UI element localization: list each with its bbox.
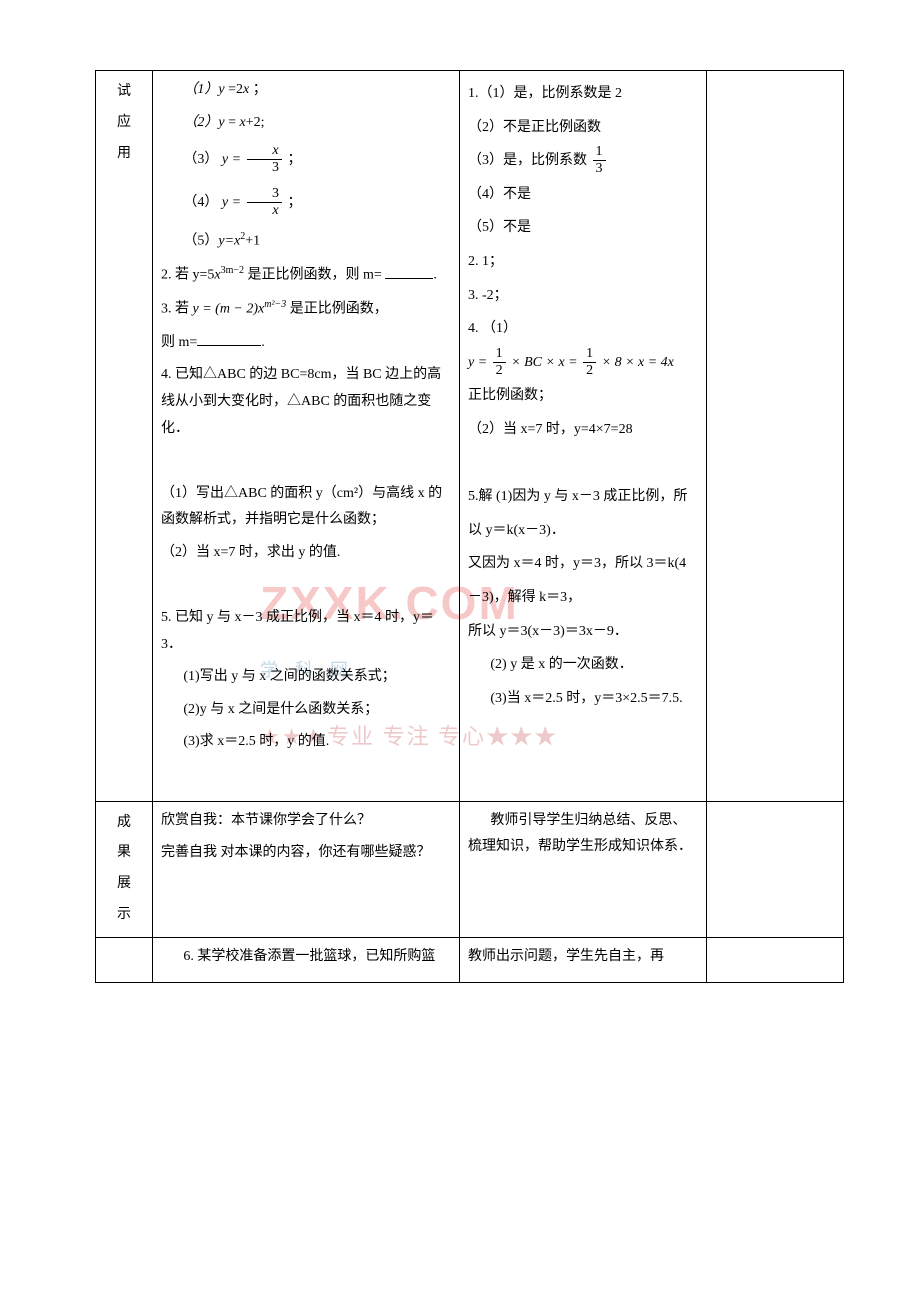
a4-2: （2）当 x=7 时，y=4×7=28 xyxy=(468,413,698,447)
q4-1: （1）写出△ABC 的面积 y（cm²）与高线 x 的函数解析式，并指明它是什么… xyxy=(161,481,451,534)
a3: 3. -2； xyxy=(468,279,698,313)
notes-cell xyxy=(707,71,844,802)
reflect-1: 欣赏自我：本节课你学会了什么？ xyxy=(161,808,451,835)
a1-5: （5）不是 xyxy=(468,211,698,245)
notes-cell xyxy=(707,801,844,937)
q1-5: （5）y=x2+1 xyxy=(161,227,451,255)
q5: 5. 已知 y 与 x－3 成正比例，当 x＝4 时，y＝3． xyxy=(161,605,451,658)
a2: 2. 1； xyxy=(468,245,698,279)
a4-tail: 正比例函数； xyxy=(468,379,698,413)
questions-cell: （1）y =2x ； （2）y = x+2; （3） y = x3 ； （4） … xyxy=(153,71,460,802)
table-row: 试 应 用 （1）y =2x ； （2）y = x+2; （3） y = x3 … xyxy=(96,71,844,802)
a5-b: 又因为 x＝4 时，y＝3，所以 3＝k(4－3)，解得 k＝3， xyxy=(468,547,698,614)
q1-3: （3） y = x3 ； xyxy=(161,142,451,178)
summary-questions: 欣赏自我：本节课你学会了什么？ 完善自我 对本课的内容，你还有哪些疑惑？ xyxy=(153,801,460,937)
answers-cell: 1.（1）是，比例系数是 2 （2）不是正比例函数 （3）是，比例系数 13 （… xyxy=(460,71,707,802)
a5-1: 5.解 (1)因为 y 与 x－3 成正比例，所以 y＝k(x－3)． xyxy=(468,480,698,547)
row-label-empty xyxy=(96,937,153,983)
summary-teacher: 教师引导学生归纳总结、反思、梳理知识，帮助学生形成知识体系． xyxy=(460,801,707,937)
q3: 3. 若 y = (m − 2)xm²−3 是正比例函数， xyxy=(161,295,451,323)
teacher-note: 教师引导学生归纳总结、反思、梳理知识，帮助学生形成知识体系． xyxy=(468,808,698,861)
table-row: 成 果 展 示 欣赏自我：本节课你学会了什么？ 完善自我 对本课的内容，你还有哪… xyxy=(96,801,844,937)
teacher-hint: 教师出示问题，学生先自主，再 xyxy=(468,944,698,971)
q1-4: （4） y = 3x ； xyxy=(161,185,451,221)
a5-c: 所以 y＝3(x－3)＝3x－9． xyxy=(468,615,698,649)
q6-cell: 6. 某学校准备添置一批篮球，已知所购篮 xyxy=(153,937,460,983)
blank-input xyxy=(385,264,433,279)
a1-1: 1.（1）是，比例系数是 2 xyxy=(468,77,698,111)
row-label-try: 试 应 用 xyxy=(96,71,153,802)
q4-2: （2）当 x=7 时，求出 y 的值. xyxy=(161,540,451,567)
a1-3: （3）是，比例系数 13 xyxy=(468,144,698,178)
q2: 2. 若 y=5x3m−2 是正比例函数，则 m= . xyxy=(161,261,451,289)
q5-2: (2)y 与 x 之间是什么函数关系； xyxy=(161,697,451,724)
q1-1: （1）y =2x ； xyxy=(161,77,451,104)
q5-1: (1)写出 y 与 x 之间的函数关系式； xyxy=(161,664,451,691)
a4-eq: y = 12 × BC × x = 12 × 8 × x = 4x xyxy=(468,346,698,380)
a5-2: (2) y 是 x 的一次函数． xyxy=(468,648,698,682)
q5-3: (3)求 x＝2.5 时，y 的值. xyxy=(161,729,451,756)
a5-3: (3)当 x＝2.5 时，y＝3×2.5＝7.5. xyxy=(468,682,698,716)
q6: 6. 某学校准备添置一批篮球，已知所购篮 xyxy=(161,944,451,971)
q3b: 则 m=. xyxy=(161,330,451,357)
a1-4: （4）不是 xyxy=(468,178,698,212)
a1-2: （2）不是正比例函数 xyxy=(468,111,698,145)
notes-cell xyxy=(707,937,844,983)
table-row: 6. 某学校准备添置一批篮球，已知所购篮 教师出示问题，学生先自主，再 xyxy=(96,937,844,983)
hint-cell: 教师出示问题，学生先自主，再 xyxy=(460,937,707,983)
worksheet-table: 试 应 用 （1）y =2x ； （2）y = x+2; （3） y = x3 … xyxy=(95,70,844,983)
q4: 4. 已知△ABC 的边 BC=8cm，当 BC 边上的高线从小到大变化时，△A… xyxy=(161,362,451,442)
reflect-2: 完善自我 对本课的内容，你还有哪些疑惑？ xyxy=(161,840,451,867)
a4-head: 4. （1） xyxy=(468,312,698,346)
q1-2: （2）y = x+2; xyxy=(161,110,451,137)
row-label-result: 成 果 展 示 xyxy=(96,801,153,937)
blank-input xyxy=(197,331,261,346)
